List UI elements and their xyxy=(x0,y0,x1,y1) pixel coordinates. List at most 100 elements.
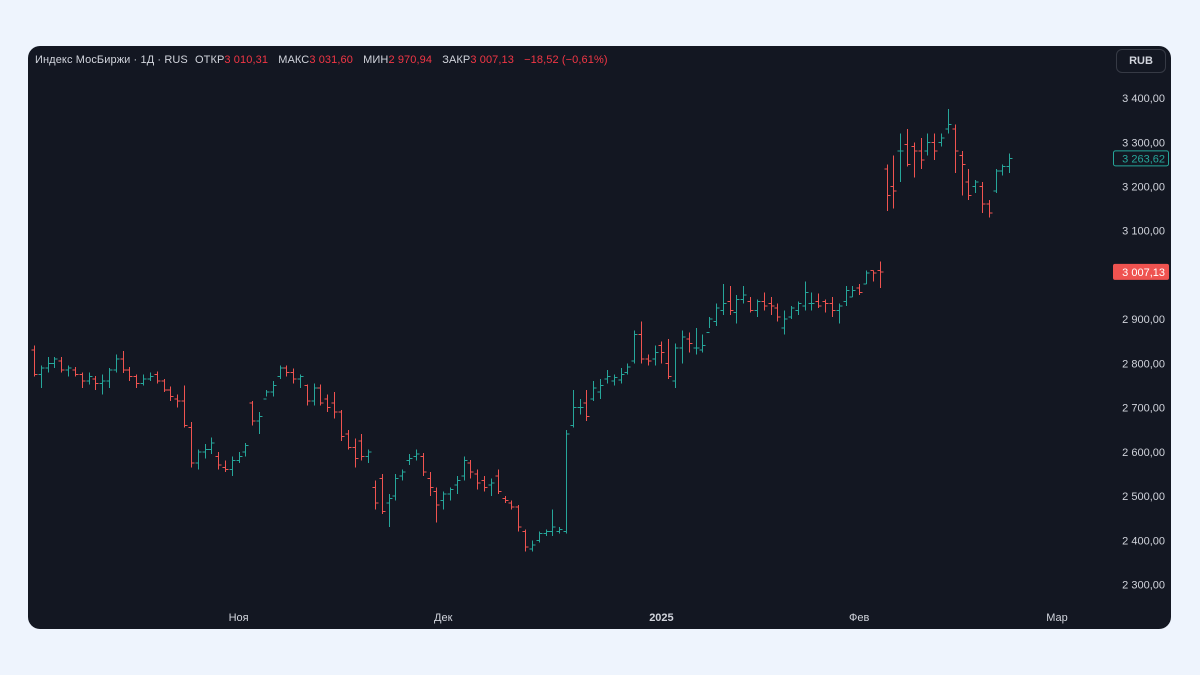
ohlc-bar xyxy=(522,529,529,552)
ohlc-bar xyxy=(242,443,249,457)
ohlc-bar xyxy=(870,270,877,282)
ohlc-bar xyxy=(113,354,120,373)
ohlc-bar xyxy=(290,368,297,384)
ohlc-bar xyxy=(699,334,706,353)
ohlc-bar xyxy=(754,299,761,317)
ohlc-bar xyxy=(433,487,440,523)
ohlc-chart[interactable]: 3 400,00 3 300,00 3 200,00 3 100,00 2 900,00… xyxy=(28,46,1171,629)
ohlc-bar xyxy=(638,321,645,364)
ohlc-bar xyxy=(106,367,113,388)
ohlc-bar xyxy=(788,305,795,320)
ohlc-bar xyxy=(856,283,863,295)
ohlc-bar xyxy=(481,476,488,492)
ohlc-bar xyxy=(399,469,406,481)
ohlc-bar xyxy=(474,469,481,490)
ohlc-bar xyxy=(488,478,495,497)
ohlc-bar xyxy=(774,303,781,322)
ohlc-bar xyxy=(918,137,925,169)
ohlc-bar xyxy=(467,459,474,479)
ohlc-bar xyxy=(727,286,734,315)
legend-low-value: 2 970,94 xyxy=(388,54,433,66)
ohlc-bar xyxy=(508,500,515,510)
ohlc-bar xyxy=(802,281,809,311)
ohlc-bar xyxy=(270,381,277,397)
legend-low-label: МИН xyxy=(363,54,389,66)
ohlc-bar xyxy=(665,339,672,379)
ohlc-bar xyxy=(952,124,959,174)
ohlc-bar xyxy=(652,345,659,366)
x-tick-label: Мар xyxy=(1046,612,1068,624)
ohlc-bar xyxy=(188,421,195,468)
price-axis[interactable]: 3 400,00 3 300,00 3 200,00 3 100,00 2 900,00… xyxy=(1122,93,1165,592)
ohlc-bar xyxy=(140,374,147,386)
ohlc-bar xyxy=(590,381,597,402)
ohlc-bar xyxy=(693,328,700,355)
ohlc-bar xyxy=(406,454,413,466)
ohlc-bar xyxy=(843,286,850,306)
ohlc-bar xyxy=(99,374,106,395)
ohlc-bar xyxy=(51,356,58,368)
price-marker-box xyxy=(1113,150,1169,167)
ohlc-bar xyxy=(86,372,93,385)
ohlc-bar xyxy=(167,386,174,402)
ohlc-bar xyxy=(236,451,243,463)
ohlc-bar xyxy=(345,429,352,450)
time-axis[interactable]: Ноя Дек 2025 Фев Мар xyxy=(229,612,1068,624)
y-tick-label: 2 800,00 xyxy=(1122,358,1165,370)
price-marker-box xyxy=(1113,263,1169,280)
ohlc-bar xyxy=(897,133,904,183)
ohlc-bar xyxy=(556,527,563,534)
ohlc-bar xyxy=(924,133,931,156)
ohlc-bar xyxy=(931,133,938,160)
ohlc-bar xyxy=(120,351,127,374)
ohlc-bar xyxy=(979,182,986,214)
currency-button[interactable]: RUB xyxy=(1116,49,1166,73)
ohlc-bar xyxy=(79,372,86,388)
ohlc-bar xyxy=(945,109,952,134)
price-marker-label: 3 007,13 xyxy=(1122,267,1165,279)
ohlc-bar xyxy=(999,164,1006,176)
ohlc-bar xyxy=(849,286,856,298)
ohlc-bar xyxy=(959,151,966,196)
ohlc-bar xyxy=(972,179,979,194)
legend-symbol: Индекс МосБиржи · 1Д · RUS xyxy=(35,54,188,66)
chart-panel[interactable]: Индекс МосБиржи · 1Д · RUS ОТКР3 010,31 … xyxy=(28,46,1171,629)
ohlc-bar xyxy=(611,374,618,386)
ohlc-bar xyxy=(808,292,815,311)
ohlc-bar xyxy=(672,343,679,388)
ohlc-bar xyxy=(352,438,359,468)
ohlc-bar xyxy=(706,316,713,333)
ohlc-bar xyxy=(795,301,802,315)
ohlc-bar xyxy=(822,299,829,313)
ohlc-bar xyxy=(311,383,318,406)
ohlc-bar xyxy=(133,374,140,388)
ohlc-bar xyxy=(365,449,372,463)
ohlc-bar xyxy=(413,449,420,461)
ohlc-bar xyxy=(304,384,311,406)
ohlc-bar xyxy=(829,297,836,317)
ohlc-bar xyxy=(454,476,461,494)
x-tick-label: Фев xyxy=(849,612,869,624)
y-tick-label: 3 300,00 xyxy=(1122,137,1165,149)
ohlc-bar xyxy=(624,363,631,375)
ohlc-bar xyxy=(72,366,79,377)
ohlc-bar xyxy=(836,303,843,324)
legend-close-value: 3 007,13 xyxy=(470,54,514,66)
ohlc-bar xyxy=(31,345,38,377)
legend-open-value: 3 010,31 xyxy=(224,54,269,66)
ohlc-bar xyxy=(658,341,665,364)
ohlc-bar xyxy=(563,429,570,534)
legend-high-value: 3 031,60 xyxy=(309,54,353,66)
ohlc-bar xyxy=(181,385,188,428)
ohlc-bar xyxy=(495,469,502,494)
ohlc-bar xyxy=(358,434,365,461)
ohlc-bar xyxy=(740,286,747,304)
ohlc-bar xyxy=(215,451,222,470)
ohlc-bar xyxy=(877,261,884,289)
ohlc-bar xyxy=(815,293,822,309)
price-marker-label: 3 263,62 xyxy=(1122,153,1165,165)
ohlc-bar xyxy=(733,294,740,324)
ohlc-bar xyxy=(195,449,202,470)
ohlc-bar xyxy=(392,474,399,501)
ohlc-bar xyxy=(645,354,652,366)
